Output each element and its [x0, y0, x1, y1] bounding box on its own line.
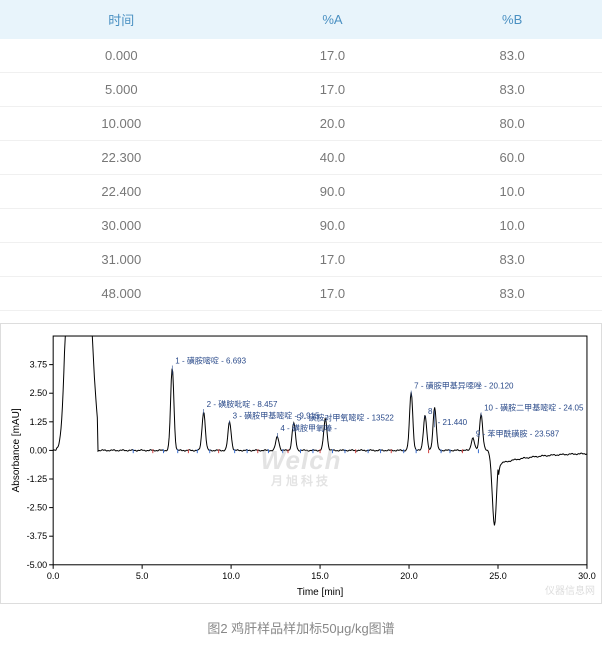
peak-label: - 21.440: [438, 418, 468, 427]
table-cell: 60.0: [422, 141, 602, 175]
col-a: %A: [243, 0, 423, 39]
table-cell: 5.000: [0, 73, 243, 107]
table-row: 0.00017.083.0: [0, 39, 602, 73]
y-tick-label: -1.25: [27, 474, 48, 484]
table-row: 48.00017.083.0: [0, 277, 602, 311]
table-row: 5.00017.083.0: [0, 73, 602, 107]
table-cell: 80.0: [422, 107, 602, 141]
y-tick-label: -5.00: [27, 560, 48, 570]
y-tick-label: 2.50: [30, 388, 48, 398]
col-time: 时间: [0, 0, 243, 39]
table-cell: 17.0: [243, 39, 423, 73]
peak-label: 7 - 磺胺甲基异噁唑 - 20.120: [414, 381, 514, 391]
table-cell: 83.0: [422, 73, 602, 107]
chromatogram-svg: -5.00 -3.75 -2.50 -1.25 0.00 1.25 2.50 3.75 0.0 5…: [5, 328, 597, 599]
table-row: 22.40090.010.0: [0, 175, 602, 209]
x-axis-label: Time [min]: [297, 587, 344, 598]
table-cell: 22.300: [0, 141, 243, 175]
peak-label: 8: [428, 407, 433, 416]
table-cell: 40.0: [243, 141, 423, 175]
col-b: %B: [422, 0, 602, 39]
peak-label: 1 - 磺胺嘧啶 - 6.693: [175, 355, 246, 365]
x-tick-label: 20.0: [400, 571, 418, 581]
y-tick-label: 3.75: [30, 360, 48, 370]
table-cell: 31.000: [0, 243, 243, 277]
peak-label: 4 - 磺胺甲氧嗪 -: [280, 423, 337, 433]
table-cell: 90.0: [243, 209, 423, 243]
y-tick-label: 1.25: [30, 417, 48, 427]
peak-label: 2 - 磺胺吡啶 - 8.457: [207, 399, 278, 409]
y-axis-label: Absorbance [mAU]: [11, 408, 22, 492]
y-tick-label: -2.50: [27, 503, 48, 513]
table-cell: 17.0: [243, 73, 423, 107]
table-cell: 30.000: [0, 209, 243, 243]
table-cell: 0.000: [0, 39, 243, 73]
table-cell: 83.0: [422, 243, 602, 277]
x-tick-label: 10.0: [222, 571, 240, 581]
gradient-table: 时间 %A %B 0.00017.083.05.00017.083.010.00…: [0, 0, 602, 311]
table-cell: 83.0: [422, 277, 602, 311]
x-tick-label: 25.0: [489, 571, 507, 581]
table-row: 22.30040.060.0: [0, 141, 602, 175]
table-cell: 17.0: [243, 243, 423, 277]
table-cell: 10.0: [422, 209, 602, 243]
x-tick-label: 5.0: [136, 571, 149, 581]
x-tick-label: 30.0: [578, 571, 596, 581]
peak-label: 9 - 苯甲酰磺胺 - 23.587: [476, 429, 560, 439]
table-cell: 83.0: [422, 39, 602, 73]
figure-caption: 图2 鸡肝样品样加标50μg/kg图谱: [0, 604, 602, 645]
peak-label: 5 - 磺胺对甲氧嘧啶 - 13522: [297, 413, 395, 423]
table-header-row: 时间 %A %B: [0, 0, 602, 39]
table-cell: 22.400: [0, 175, 243, 209]
x-tick-label: 15.0: [311, 571, 329, 581]
table-cell: 17.0: [243, 277, 423, 311]
y-tick-label: -3.75: [27, 531, 48, 541]
peak-label: 10 - 磺胺二甲基嘧啶 - 24.05: [484, 402, 584, 412]
table-cell: 90.0: [243, 175, 423, 209]
table-cell: 48.000: [0, 277, 243, 311]
table-row: 31.00017.083.0: [0, 243, 602, 277]
chromatogram-panel: -5.00 -3.75 -2.50 -1.25 0.00 1.25 2.50 3.75 0.0 5…: [0, 323, 602, 604]
table-row: 30.00090.010.0: [0, 209, 602, 243]
table-row: 10.00020.080.0: [0, 107, 602, 141]
y-tick-label: 0.00: [30, 445, 48, 455]
table-cell: 10.000: [0, 107, 243, 141]
x-tick-label: 0.0: [47, 571, 60, 581]
table-cell: 10.0: [422, 175, 602, 209]
table-cell: 20.0: [243, 107, 423, 141]
